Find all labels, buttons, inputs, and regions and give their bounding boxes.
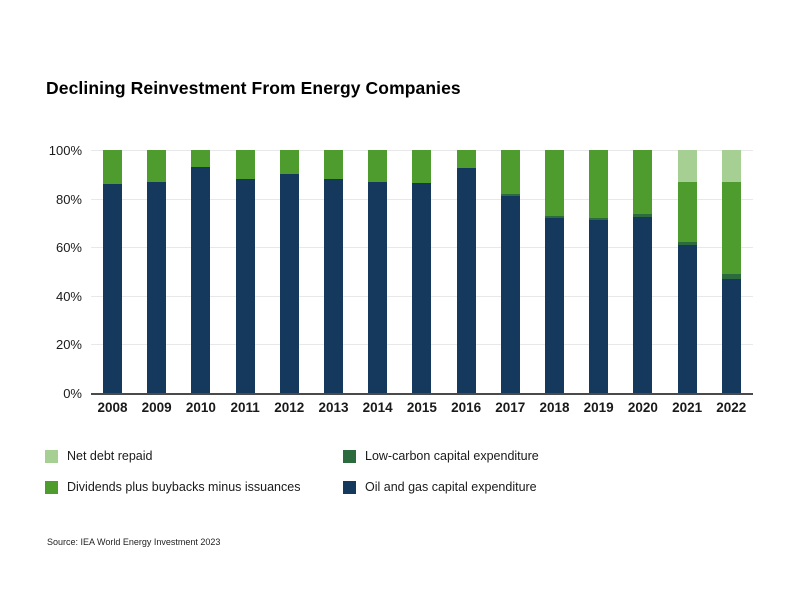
bar-segment-net_debt (677, 150, 697, 182)
bar-segment-oil_gas (545, 218, 564, 393)
x-axis-label-2008: 2008 (97, 400, 128, 415)
source-note: Source: IEA World Energy Investment 2023 (47, 537, 221, 547)
bar-segment-dividends (368, 150, 388, 182)
bar-segment-oil_gas (677, 244, 697, 393)
bar-segment-dividends (191, 150, 211, 168)
bar-segment-low_carbon (633, 214, 653, 217)
x-axis-label-2018: 2018 (539, 400, 570, 415)
x-axis-label-2019: 2019 (583, 400, 614, 415)
bar-2020 (633, 150, 653, 393)
legend-swatch-net_debt (45, 449, 58, 463)
bar-segment-oil_gas (235, 179, 255, 393)
bar-segment-dividends (412, 150, 432, 183)
bar-2011 (235, 150, 255, 393)
chart-title: Declining Reinvestment From Energy Compa… (46, 78, 461, 98)
bar-2008 (103, 150, 122, 393)
bar-2012 (279, 150, 299, 393)
x-axis-label-2013: 2013 (318, 400, 349, 415)
x-axis-label-2015: 2015 (406, 400, 437, 415)
bar-segment-dividends (456, 150, 476, 169)
bar-segment-dividends (103, 150, 122, 185)
bar-segment-oil_gas (103, 184, 122, 393)
x-axis-label-2016: 2016 (451, 400, 482, 415)
x-axis-label-2022: 2022 (716, 400, 747, 415)
bar-segment-low_carbon (721, 273, 741, 279)
y-tick-label-0: 0% (63, 386, 82, 401)
x-axis-label-2009: 2009 (141, 400, 172, 415)
bar-2022 (721, 150, 741, 393)
x-axis-label-2017: 2017 (495, 400, 526, 415)
bar-2019 (589, 150, 609, 393)
y-tick-label-40: 40% (55, 288, 82, 304)
x-axis-label-2014: 2014 (362, 400, 393, 415)
bar-segment-dividends (279, 150, 299, 175)
x-axis-label-2021: 2021 (672, 400, 703, 415)
y-tick-label-100: 100% (48, 143, 82, 158)
legend-swatch-oil_gas (343, 480, 356, 494)
bar-segment-oil_gas (412, 182, 432, 393)
bar-segment-low_carbon (545, 215, 564, 219)
bar-segment-dividends (235, 150, 255, 180)
legend-label: Low-carbon capital expenditure (365, 449, 539, 463)
legend-item-net_debt: Net debt repaid (45, 449, 343, 463)
bar-segment-net_debt (721, 150, 741, 182)
x-axis-label-2010: 2010 (185, 400, 216, 415)
bar-2017 (500, 150, 520, 393)
bar-2018 (545, 150, 564, 393)
bar-segment-oil_gas (368, 181, 388, 393)
bar-segment-dividends (589, 150, 609, 219)
legend-label: Oil and gas capital expenditure (365, 480, 537, 494)
bar-segment-dividends (500, 150, 520, 194)
y-tick-label-20: 20% (55, 337, 82, 353)
x-axis-label-2012: 2012 (274, 400, 305, 415)
bar-segment-low_carbon (677, 242, 697, 245)
bar-segment-dividends (677, 181, 697, 243)
legend-swatch-low_carbon (343, 449, 356, 463)
bar-segment-oil_gas (721, 278, 741, 393)
legend-item-low_carbon: Low-carbon capital expenditure (343, 449, 725, 463)
bar-segment-oil_gas (500, 196, 520, 393)
bar-segment-dividends (147, 150, 167, 182)
bar-segment-dividends (721, 181, 741, 274)
legend-swatch-dividends (45, 480, 58, 494)
bar-segment-low_carbon (500, 193, 520, 197)
bar-2021 (677, 150, 697, 393)
bar-2010 (191, 150, 211, 393)
bar-2016 (456, 150, 476, 393)
bar-segment-low_carbon (589, 218, 609, 221)
plot-area (91, 150, 753, 395)
bar-segment-dividends (633, 150, 653, 215)
bar-2015 (412, 150, 432, 393)
bar-segment-oil_gas (279, 174, 299, 393)
bar-2014 (368, 150, 388, 393)
legend-label: Net debt repaid (67, 449, 153, 463)
bar-segment-dividends (545, 150, 564, 216)
x-axis-label-2020: 2020 (627, 400, 658, 415)
y-tick-label-60: 60% (55, 240, 82, 256)
bar-segment-dividends (324, 150, 343, 180)
x-axis-label-2011: 2011 (230, 400, 260, 415)
legend-item-oil_gas: Oil and gas capital expenditure (343, 480, 725, 494)
bar-segment-oil_gas (456, 168, 476, 393)
legend-item-dividends: Dividends plus buybacks minus issuances (45, 480, 343, 494)
bar-segment-oil_gas (191, 167, 211, 393)
bar-segment-oil_gas (147, 181, 167, 393)
legend: Net debt repaid Low-carbon capital expend… (45, 449, 725, 494)
bar-2013 (324, 150, 343, 393)
bar-segment-oil_gas (324, 179, 343, 393)
bar-segment-oil_gas (633, 216, 653, 393)
y-tick-label-80: 80% (55, 191, 82, 207)
bar-segment-oil_gas (589, 220, 609, 393)
bar-2009 (147, 150, 167, 393)
legend-label: Dividends plus buybacks minus issuances (67, 480, 301, 494)
